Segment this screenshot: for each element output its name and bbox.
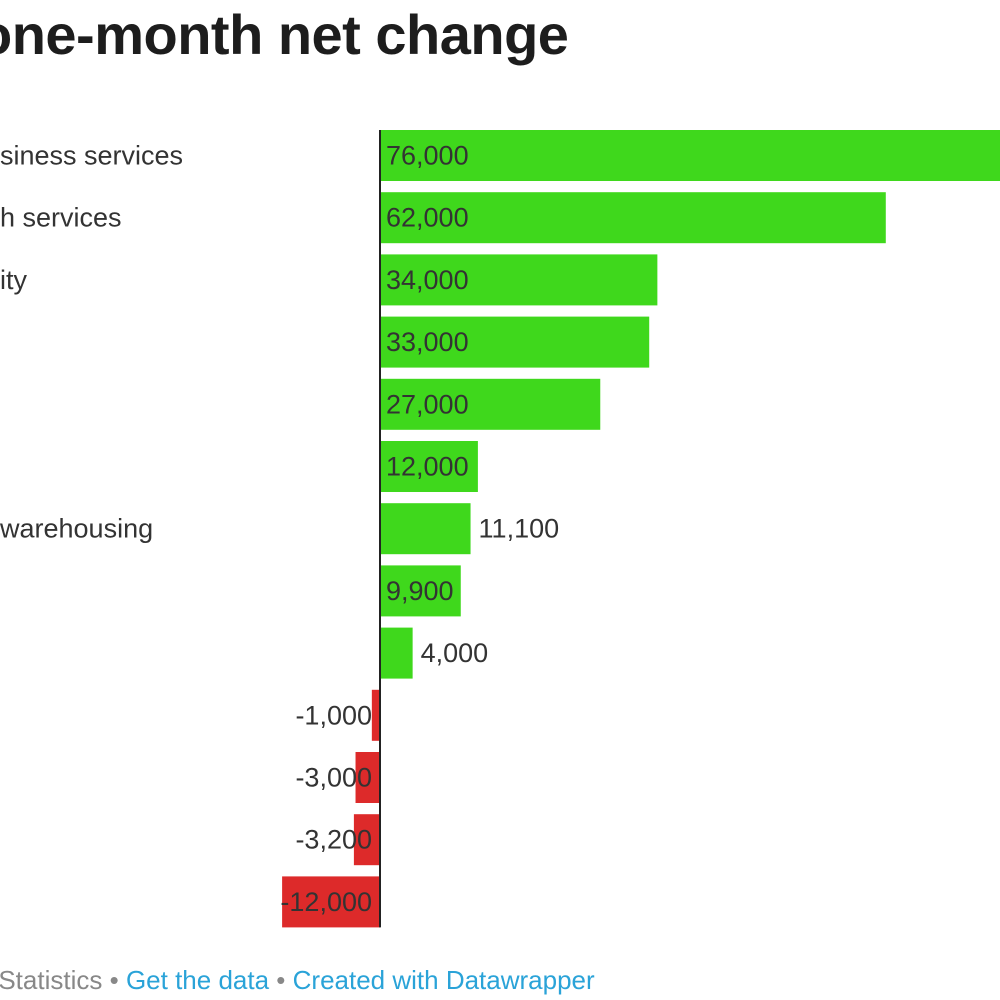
bar-value-label: 27,000 — [386, 389, 469, 419]
bar-value-label: 62,000 — [386, 203, 469, 233]
bar — [380, 441, 478, 492]
bar-value-label: 12,000 — [386, 452, 469, 482]
bar-value-label: 11,100 — [479, 514, 560, 544]
bar — [380, 627, 413, 679]
bar-value-label: 76,000 — [386, 141, 469, 171]
bar-value-label: 9,900 — [386, 576, 454, 606]
category-label: warehousing — [0, 514, 153, 544]
bar-value-label: -3,000 — [295, 763, 372, 793]
bar-value-label: -3,200 — [295, 825, 372, 855]
bar — [371, 689, 380, 741]
bar — [282, 876, 380, 928]
bar — [380, 130, 1000, 181]
datawrapper-link[interactable]: Created with Datawrapper — [292, 965, 595, 995]
bar-value-label: -1,000 — [295, 700, 372, 730]
bar — [380, 192, 886, 244]
bar-value-label: 33,000 — [386, 327, 469, 357]
bar-value-label: 4,000 — [421, 638, 489, 668]
bar — [380, 503, 471, 555]
source-text: or Statistics — [0, 965, 103, 995]
bar-value-label: 34,000 — [386, 265, 469, 295]
footer-separator: • — [109, 965, 119, 995]
bar — [355, 752, 380, 803]
category-label: ity — [0, 265, 28, 295]
category-label: siness services — [0, 141, 183, 171]
bar — [380, 378, 601, 430]
chart-title: one-month net change — [0, 3, 569, 66]
bar-value-label: -12,000 — [280, 887, 372, 917]
bar — [380, 254, 658, 306]
bar-chart: 76,000 siness services 62,000 h services 34,… — [0, 130, 1000, 928]
footer-separator: • — [276, 965, 286, 995]
bar — [380, 316, 650, 368]
get-data-link[interactable]: Get the data — [125, 965, 270, 995]
bar — [353, 814, 380, 866]
chart-footer: or Statistics • Get the data • Created w… — [0, 963, 595, 997]
category-label: h services — [0, 203, 122, 233]
bar — [380, 565, 461, 617]
